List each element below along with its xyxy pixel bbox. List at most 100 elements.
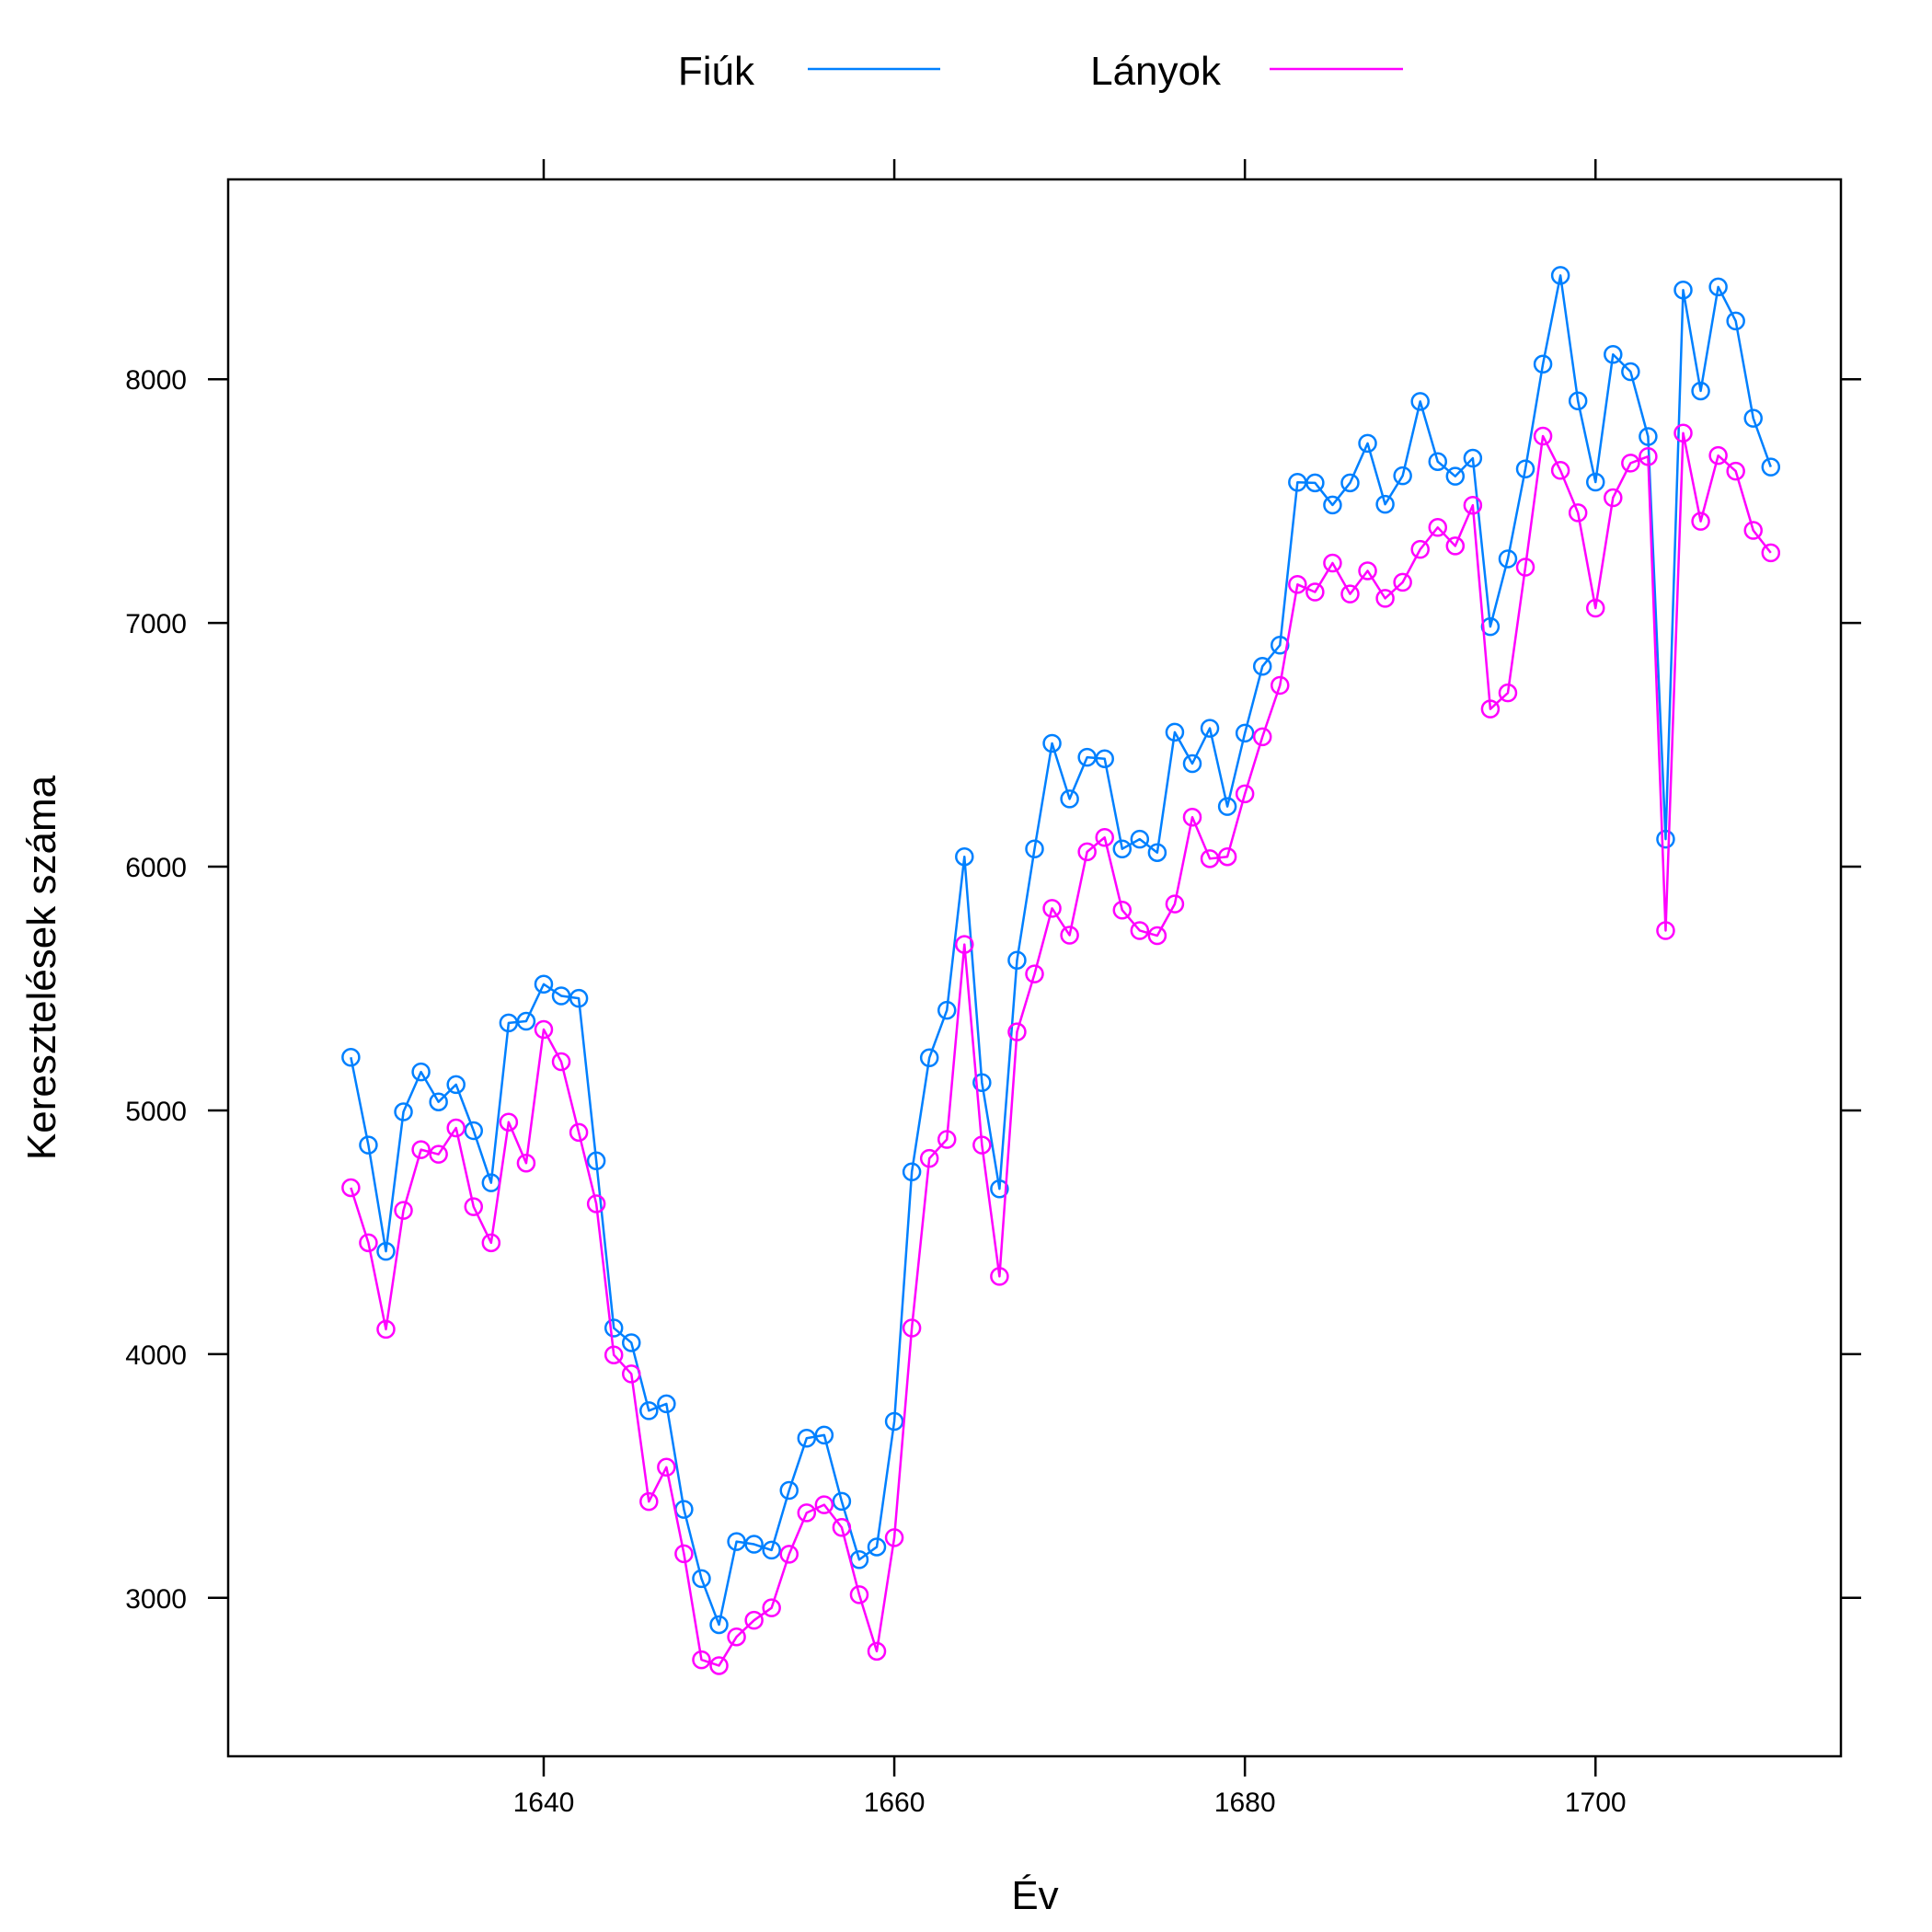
data-point xyxy=(657,1457,676,1478)
data-point xyxy=(709,1615,729,1635)
data-point xyxy=(1182,808,1202,827)
y-tick-label: 6000 xyxy=(125,853,187,883)
data-point xyxy=(376,1241,396,1261)
data-point xyxy=(1550,266,1570,285)
data-point xyxy=(1305,582,1325,602)
data-point xyxy=(604,1345,624,1364)
series-line xyxy=(350,274,1772,1627)
data-point xyxy=(1095,828,1114,847)
data-point xyxy=(692,1569,711,1589)
data-point xyxy=(1604,488,1623,508)
data-point xyxy=(1550,461,1570,480)
data-point xyxy=(972,1073,992,1093)
data-point xyxy=(1639,446,1658,466)
data-point xyxy=(1726,461,1745,481)
data-point xyxy=(814,1495,834,1514)
data-point xyxy=(1498,549,1518,569)
data-point xyxy=(534,974,554,994)
data-point xyxy=(955,935,974,954)
data-point xyxy=(1042,899,1062,918)
data-point xyxy=(1480,616,1501,637)
data-point xyxy=(446,1075,466,1095)
data-point xyxy=(1743,408,1763,428)
data-point xyxy=(1358,433,1377,454)
data-point xyxy=(1305,473,1325,493)
y-axis-title: Keresztelések száma xyxy=(19,775,64,1160)
data-point xyxy=(464,1121,484,1141)
data-point xyxy=(937,1000,957,1020)
data-point xyxy=(1708,445,1728,466)
data-point xyxy=(867,1641,887,1662)
data-point xyxy=(1480,699,1501,719)
data-point xyxy=(394,1201,413,1220)
data-point xyxy=(446,1118,466,1138)
data-point xyxy=(429,1144,448,1164)
data-point xyxy=(1515,459,1535,478)
data-point xyxy=(341,1178,361,1198)
data-point xyxy=(359,1233,378,1253)
data-point xyxy=(622,1364,641,1384)
data-point xyxy=(1007,1022,1027,1041)
data-point xyxy=(429,1092,448,1111)
data-point xyxy=(919,1048,939,1067)
data-point xyxy=(1007,950,1027,971)
data-point xyxy=(1375,589,1395,608)
data-point xyxy=(1095,749,1114,768)
data-point xyxy=(990,1179,1009,1199)
data-point xyxy=(814,1425,834,1445)
data-point xyxy=(1323,553,1342,573)
data-point xyxy=(902,1318,922,1338)
data-point xyxy=(516,1153,536,1173)
data-point xyxy=(1271,636,1290,655)
data-point xyxy=(1410,392,1430,411)
data-point xyxy=(867,1537,887,1557)
data-point xyxy=(1393,572,1412,592)
data-point xyxy=(902,1162,922,1181)
data-point xyxy=(849,1585,869,1604)
data-point xyxy=(1585,598,1605,618)
x-tick-label: 1660 xyxy=(864,1788,926,1818)
data-point xyxy=(1165,894,1185,914)
data-point xyxy=(709,1656,729,1675)
y-tick-label: 3000 xyxy=(125,1584,187,1615)
data-point xyxy=(359,1135,378,1155)
data-point xyxy=(674,1544,694,1564)
data-point xyxy=(1147,926,1167,946)
data-point xyxy=(1165,722,1185,742)
legend-label-girls: Lányok xyxy=(1090,49,1222,94)
data-point xyxy=(376,1319,396,1340)
data-point xyxy=(1217,797,1237,816)
data-point xyxy=(744,1610,764,1630)
x-tick-label: 1680 xyxy=(1214,1788,1276,1818)
data-point xyxy=(1673,281,1693,300)
data-point xyxy=(1200,719,1220,738)
data-point xyxy=(884,1411,904,1432)
data-point xyxy=(1463,448,1483,468)
data-point xyxy=(1077,842,1097,862)
data-point xyxy=(1235,723,1255,743)
data-point xyxy=(341,1047,361,1067)
data-point xyxy=(779,1545,799,1564)
data-point xyxy=(797,1429,817,1448)
series-boys xyxy=(341,266,1781,1635)
data-point xyxy=(1358,561,1377,581)
data-point xyxy=(586,1151,606,1171)
data-point xyxy=(692,1650,711,1670)
data-point xyxy=(1060,789,1079,809)
data-point xyxy=(1288,575,1307,594)
data-point xyxy=(1393,466,1412,486)
x-axis-ticks: 1640 1660 1680 1700 xyxy=(513,159,1627,1818)
series-layer xyxy=(341,266,1781,1675)
data-point xyxy=(1498,683,1518,703)
data-point xyxy=(569,1122,589,1143)
data-point xyxy=(937,1130,957,1149)
data-point xyxy=(832,1491,852,1512)
data-point xyxy=(1691,381,1710,401)
data-point xyxy=(586,1194,606,1213)
data-point xyxy=(1761,543,1781,563)
data-point xyxy=(1410,539,1430,559)
data-point xyxy=(832,1517,852,1537)
series-line xyxy=(350,431,1772,1667)
data-point xyxy=(1025,839,1044,858)
data-point xyxy=(639,1491,659,1512)
